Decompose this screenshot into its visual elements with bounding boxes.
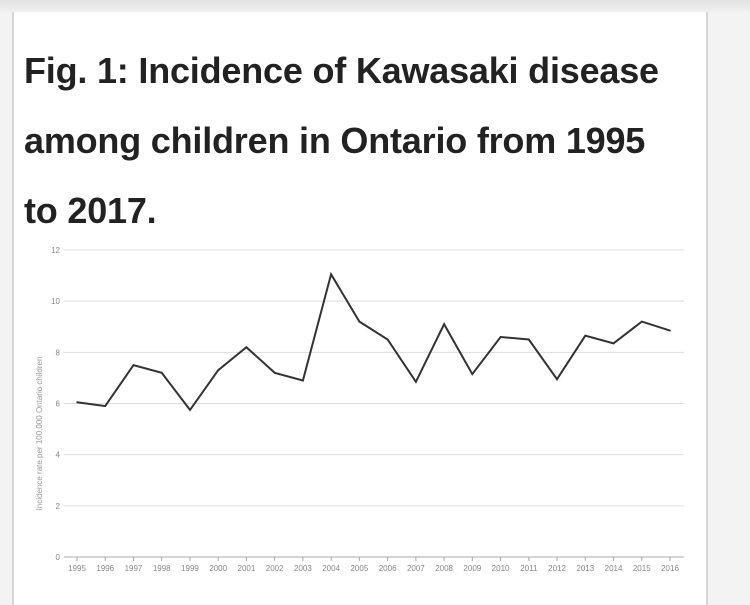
y-tick-label: 8 bbox=[56, 348, 61, 357]
data-point bbox=[669, 329, 671, 332]
x-tick-label: 1999 bbox=[181, 564, 199, 573]
y-axis-ticks: 0 2 4 6 8 10 12 bbox=[51, 246, 60, 562]
x-tick-label: 2004 bbox=[322, 564, 340, 573]
top-shadow bbox=[0, 0, 750, 14]
x-tick-label: 2014 bbox=[605, 564, 623, 573]
data-point bbox=[640, 320, 643, 323]
x-tick-label: 2006 bbox=[379, 564, 397, 573]
data-point bbox=[612, 342, 615, 345]
y-tick-label: 0 bbox=[56, 553, 61, 562]
figure-title: Fig. 1: Incidence of Kawasaki disease am… bbox=[24, 50, 659, 231]
series-line bbox=[76, 271, 671, 412]
x-tick-label: 2005 bbox=[350, 564, 368, 573]
data-point bbox=[415, 380, 417, 383]
y-tick-label: 4 bbox=[56, 451, 61, 460]
data-point bbox=[160, 372, 163, 374]
x-tick-label: 1996 bbox=[96, 564, 114, 573]
data-point bbox=[528, 338, 530, 341]
data-point bbox=[189, 409, 191, 411]
data-point bbox=[217, 369, 219, 372]
y-tick-label: 6 bbox=[56, 400, 61, 409]
x-tick-label: 2000 bbox=[209, 564, 227, 573]
data-point bbox=[556, 378, 558, 380]
y-axis-label: Incidence rate per 100,000 Ontario child… bbox=[35, 357, 44, 511]
series-layer bbox=[76, 271, 671, 412]
data-point bbox=[302, 379, 304, 382]
x-tick-label: 2015 bbox=[633, 564, 651, 573]
x-tick-label: 1997 bbox=[125, 564, 143, 573]
x-tick-label: 2002 bbox=[266, 564, 284, 573]
data-point bbox=[499, 336, 502, 338]
x-tick-label: 2003 bbox=[294, 564, 312, 573]
x-tick-label: 1995 bbox=[68, 564, 86, 573]
x-axis-ticks: 1995 1996 1997 1998 1999 2000 2001 2002 2003 2004… bbox=[68, 557, 679, 573]
data-point bbox=[76, 401, 78, 404]
x-tick-label: 2009 bbox=[463, 564, 481, 573]
x-tick-label: 2008 bbox=[435, 564, 453, 573]
data-point bbox=[443, 323, 445, 325]
x-tick-label: 2012 bbox=[548, 564, 566, 573]
data-point bbox=[245, 346, 248, 349]
x-tick-label: 2007 bbox=[407, 564, 425, 573]
y-tick-label: 12 bbox=[51, 246, 60, 255]
data-point bbox=[386, 338, 389, 341]
data-point bbox=[471, 373, 474, 375]
gridlines bbox=[64, 249, 684, 558]
x-tick-label: 2010 bbox=[492, 564, 510, 573]
data-point bbox=[104, 405, 107, 407]
data-point bbox=[358, 320, 361, 323]
data-point bbox=[584, 334, 587, 337]
x-tick-label: 2013 bbox=[576, 564, 594, 573]
y-tick-label: 10 bbox=[51, 297, 60, 306]
x-tick-label: 2001 bbox=[238, 564, 256, 573]
x-tick-label: 1998 bbox=[153, 564, 171, 573]
data-point bbox=[273, 372, 276, 374]
x-tick-label: 2016 bbox=[661, 564, 679, 573]
x-tick-label: 2011 bbox=[520, 564, 538, 573]
data-point bbox=[330, 273, 332, 276]
data-point bbox=[132, 364, 135, 366]
y-tick-label: 2 bbox=[56, 502, 61, 511]
